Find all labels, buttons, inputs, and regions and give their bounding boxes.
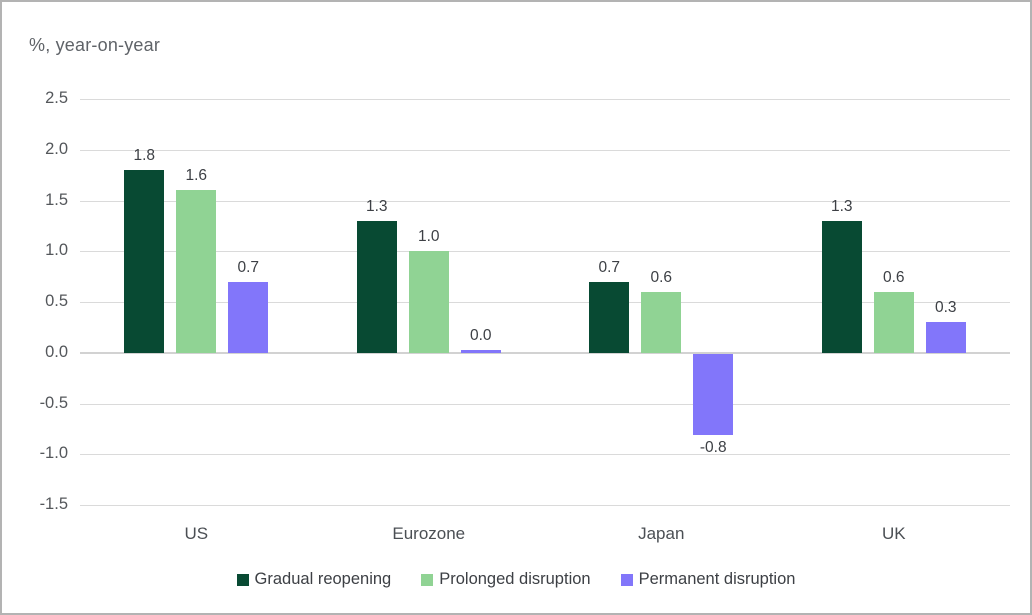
bar <box>460 349 501 353</box>
y-tick-label: 1.5 <box>45 190 68 209</box>
x-category-label: Eurozone <box>392 524 466 543</box>
y-tick-label: 2.5 <box>45 89 68 107</box>
bar-value-label: 1.3 <box>830 197 853 215</box>
gridline <box>80 352 1010 355</box>
x-category-label: Japan <box>638 524 685 543</box>
gridline <box>80 149 1010 151</box>
legend-label: Prolonged disruption <box>439 570 591 588</box>
legend-label: Permanent disruption <box>638 570 796 588</box>
bar <box>228 281 269 353</box>
bar <box>408 251 449 353</box>
y-tick-label: 1.0 <box>45 241 68 260</box>
gridline <box>80 251 1010 253</box>
bar <box>124 170 165 353</box>
legend-swatch-icon <box>421 573 434 586</box>
bar <box>176 190 217 353</box>
bar-value-label: 1.3 <box>365 197 388 215</box>
gridline <box>80 200 1010 202</box>
bar <box>693 353 734 435</box>
gridline <box>80 505 1010 506</box>
y-tick-label: -1.0 <box>39 444 68 463</box>
gridline <box>80 403 1010 405</box>
gridline <box>80 99 1010 100</box>
legend-item: Permanent disruption <box>620 570 796 589</box>
bar-value-label: 0.3 <box>934 299 957 317</box>
bar-value-label: 0.7 <box>598 258 621 276</box>
gridline <box>80 454 1010 456</box>
y-tick-label: 2.0 <box>45 139 68 158</box>
bar-value-label: 0.0 <box>469 326 492 344</box>
bar <box>873 291 914 353</box>
bar-value-label: 0.6 <box>650 268 673 286</box>
bar <box>821 220 862 353</box>
bar-value-label: 1.6 <box>185 167 208 185</box>
legend-label: Gradual reopening <box>254 570 392 588</box>
bar-value-label: -0.8 <box>699 438 727 456</box>
bar-value-label: 1.8 <box>133 147 156 165</box>
gridline <box>80 302 1010 303</box>
chart-title: %, year-on-year <box>29 35 161 55</box>
bar <box>589 281 630 353</box>
y-tick-label: 0.5 <box>45 292 68 310</box>
legend-swatch-icon <box>236 573 249 586</box>
legend-item: Prolonged disruption <box>421 570 591 589</box>
chart-legend: Gradual reopening Prolonged disruption Per… <box>2 570 1030 589</box>
bar-value-label: 0.7 <box>237 258 260 276</box>
legend-swatch-icon <box>620 573 633 586</box>
y-tick-label: -0.5 <box>39 393 68 412</box>
y-tick-label: 0.0 <box>45 342 68 361</box>
bar <box>925 322 966 353</box>
bar-value-label: 1.0 <box>417 228 440 246</box>
x-category-label: US <box>184 524 209 543</box>
bar-value-label: 0.6 <box>882 268 905 286</box>
bar <box>356 220 397 353</box>
bar <box>641 291 682 353</box>
y-tick-label: -1.5 <box>39 495 68 513</box>
x-category-label: UK <box>881 524 906 543</box>
legend-item: Gradual reopening <box>236 570 392 589</box>
